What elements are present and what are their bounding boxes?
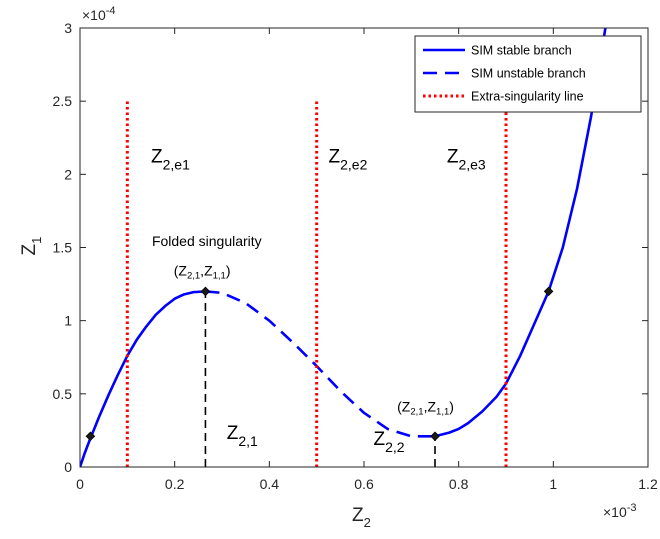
annotation-subscript: 2,e3 — [458, 157, 485, 173]
annotation-subscript: 2,e1 — [163, 157, 190, 173]
y-tick-label: 3 — [64, 20, 72, 36]
x-exponent-label: ×10-3 — [603, 502, 637, 520]
legend: SIM stable branch SIM unstable branch Extr… — [414, 35, 642, 113]
point-label-comma: , — [200, 262, 204, 278]
point-label-b: Z — [427, 398, 436, 414]
plot-area — [80, 28, 607, 467]
x-axis-title-sub: 2 — [364, 515, 371, 530]
annotation-subscript: 2,2 — [385, 439, 405, 455]
y-axis-title-main: Z — [19, 244, 40, 256]
x-exponent-power: -3 — [627, 502, 637, 514]
x-tick-label: 0.6 — [354, 476, 374, 492]
y-tick-label: 2 — [64, 166, 72, 182]
x-tick-label: 1.2 — [638, 476, 658, 492]
annotation-label: Z2,e1 — [151, 147, 190, 173]
point-label-a: Z — [402, 398, 411, 414]
legend-entry: Extra-singularity line — [471, 90, 584, 104]
annotation-text: Z — [329, 147, 341, 168]
diamond-marker — [85, 431, 96, 442]
y-tick-label: 2.5 — [53, 93, 73, 109]
annotation-label: Z2,e3 — [447, 147, 486, 173]
y-exponent-label: ×10-4 — [82, 5, 116, 23]
axes: 0 0.2 0.4 0.6 0.8 1 1.200.511.522.53×10-4×10-3… — [19, 5, 658, 530]
point-label-comma: , — [424, 398, 428, 414]
legend-entry: SIM unstable branch — [471, 67, 586, 81]
point-label-a-sub: 2,1 — [187, 270, 200, 281]
annotation-label: Z2,1 — [227, 423, 258, 449]
point-label-paren: ( — [174, 262, 179, 278]
diamond-marker — [200, 286, 211, 297]
x-axis-title-main: Z — [352, 505, 364, 526]
legend-entry: SIM stable branch — [471, 44, 572, 58]
annotation-text: Z — [227, 423, 239, 444]
y-tick-label: 1 — [64, 313, 72, 329]
annotation-text: Z — [447, 147, 459, 168]
annotation-text: Z — [373, 429, 385, 450]
point-label-a-sub: 2,1 — [410, 406, 423, 417]
point-label-a: Z — [178, 262, 187, 278]
x-tick-label: 0.4 — [260, 476, 280, 492]
point-label-b-sub: 1,1 — [436, 406, 449, 417]
annotation-label: Folded singularity — [152, 233, 262, 249]
x-tick-label: 0 — [76, 476, 84, 492]
y-exponent-base: ×10 — [82, 7, 106, 23]
x-tick-label: 1 — [549, 476, 557, 492]
annotation-text: Z — [151, 147, 163, 168]
x-tick-label: 0.2 — [165, 476, 185, 492]
annotation-subscript: 2,1 — [238, 433, 258, 449]
x-tick-label: 0.8 — [449, 476, 469, 492]
point-label-paren-close: ) — [449, 398, 454, 414]
point-label: (Z2,1,Z1,1) — [174, 262, 231, 281]
annotation-label: Z2,2 — [373, 429, 404, 455]
diamond-marker — [543, 286, 554, 297]
point-label-paren: ( — [397, 398, 402, 414]
diamond-marker — [430, 431, 440, 442]
point-label-b-sub: 1,1 — [213, 270, 226, 281]
y-axis-title-sub: 1 — [29, 237, 44, 244]
point-label-paren-close: ) — [226, 262, 231, 278]
plot-clipped — [80, 28, 607, 467]
y-exponent-power: -4 — [106, 5, 116, 17]
point-label-b: Z — [204, 262, 213, 278]
annotation-label: Z2,e2 — [329, 147, 368, 173]
series-line-solid — [434, 28, 607, 438]
y-tick-label: 0.5 — [53, 386, 73, 402]
annotation-text: Folded singularity — [152, 233, 262, 249]
x-axis-title: Z2 — [352, 505, 371, 530]
annotation-subscript: 2,e2 — [340, 157, 367, 173]
x-exponent-base: ×10 — [603, 504, 627, 520]
series-line-solid — [80, 290, 206, 467]
y-tick-label: 1.5 — [53, 240, 73, 256]
y-axis-title: Z1 — [19, 237, 44, 256]
y-tick-label: 0 — [64, 459, 72, 475]
point-label: (Z2,1,Z1,1) — [397, 398, 454, 417]
